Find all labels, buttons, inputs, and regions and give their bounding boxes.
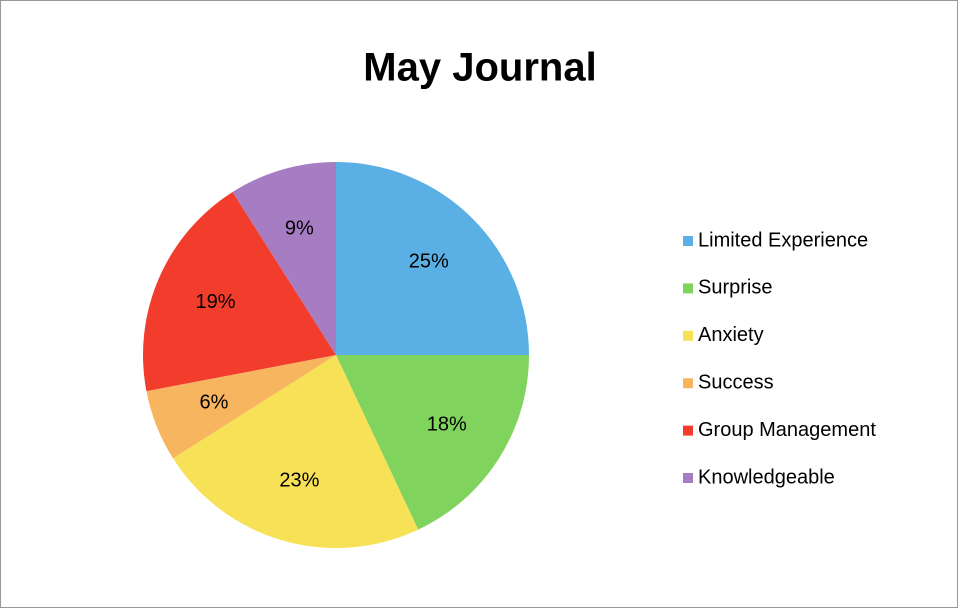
legend-label: Anxiety bbox=[698, 324, 764, 346]
legend-label: Group Management bbox=[698, 419, 876, 441]
data-label: 25% bbox=[409, 250, 449, 272]
legend-swatch bbox=[683, 236, 693, 246]
pie-slice bbox=[336, 355, 529, 530]
pie-slice bbox=[232, 162, 336, 355]
data-label: 23% bbox=[279, 469, 319, 491]
data-label: 9% bbox=[285, 217, 314, 239]
chart-title: May Journal bbox=[363, 46, 596, 90]
data-label: 19% bbox=[196, 291, 236, 313]
pie-slice bbox=[143, 192, 336, 392]
legend-swatch bbox=[683, 425, 693, 436]
data-label: 6% bbox=[200, 392, 229, 414]
legend-label: Knowledgeable bbox=[698, 466, 835, 488]
legend-swatch bbox=[683, 378, 693, 389]
legend-label: Limited Experience bbox=[698, 229, 868, 251]
legend-swatch bbox=[683, 283, 693, 294]
legend-swatch bbox=[683, 473, 693, 483]
legend-swatch bbox=[683, 330, 693, 341]
legend-label: Success bbox=[698, 371, 774, 393]
data-label: 18% bbox=[427, 414, 467, 436]
pie-slice bbox=[336, 162, 529, 355]
pie-slice bbox=[146, 355, 336, 459]
pie-slice bbox=[173, 355, 419, 548]
legend-label: Surprise bbox=[698, 277, 772, 299]
